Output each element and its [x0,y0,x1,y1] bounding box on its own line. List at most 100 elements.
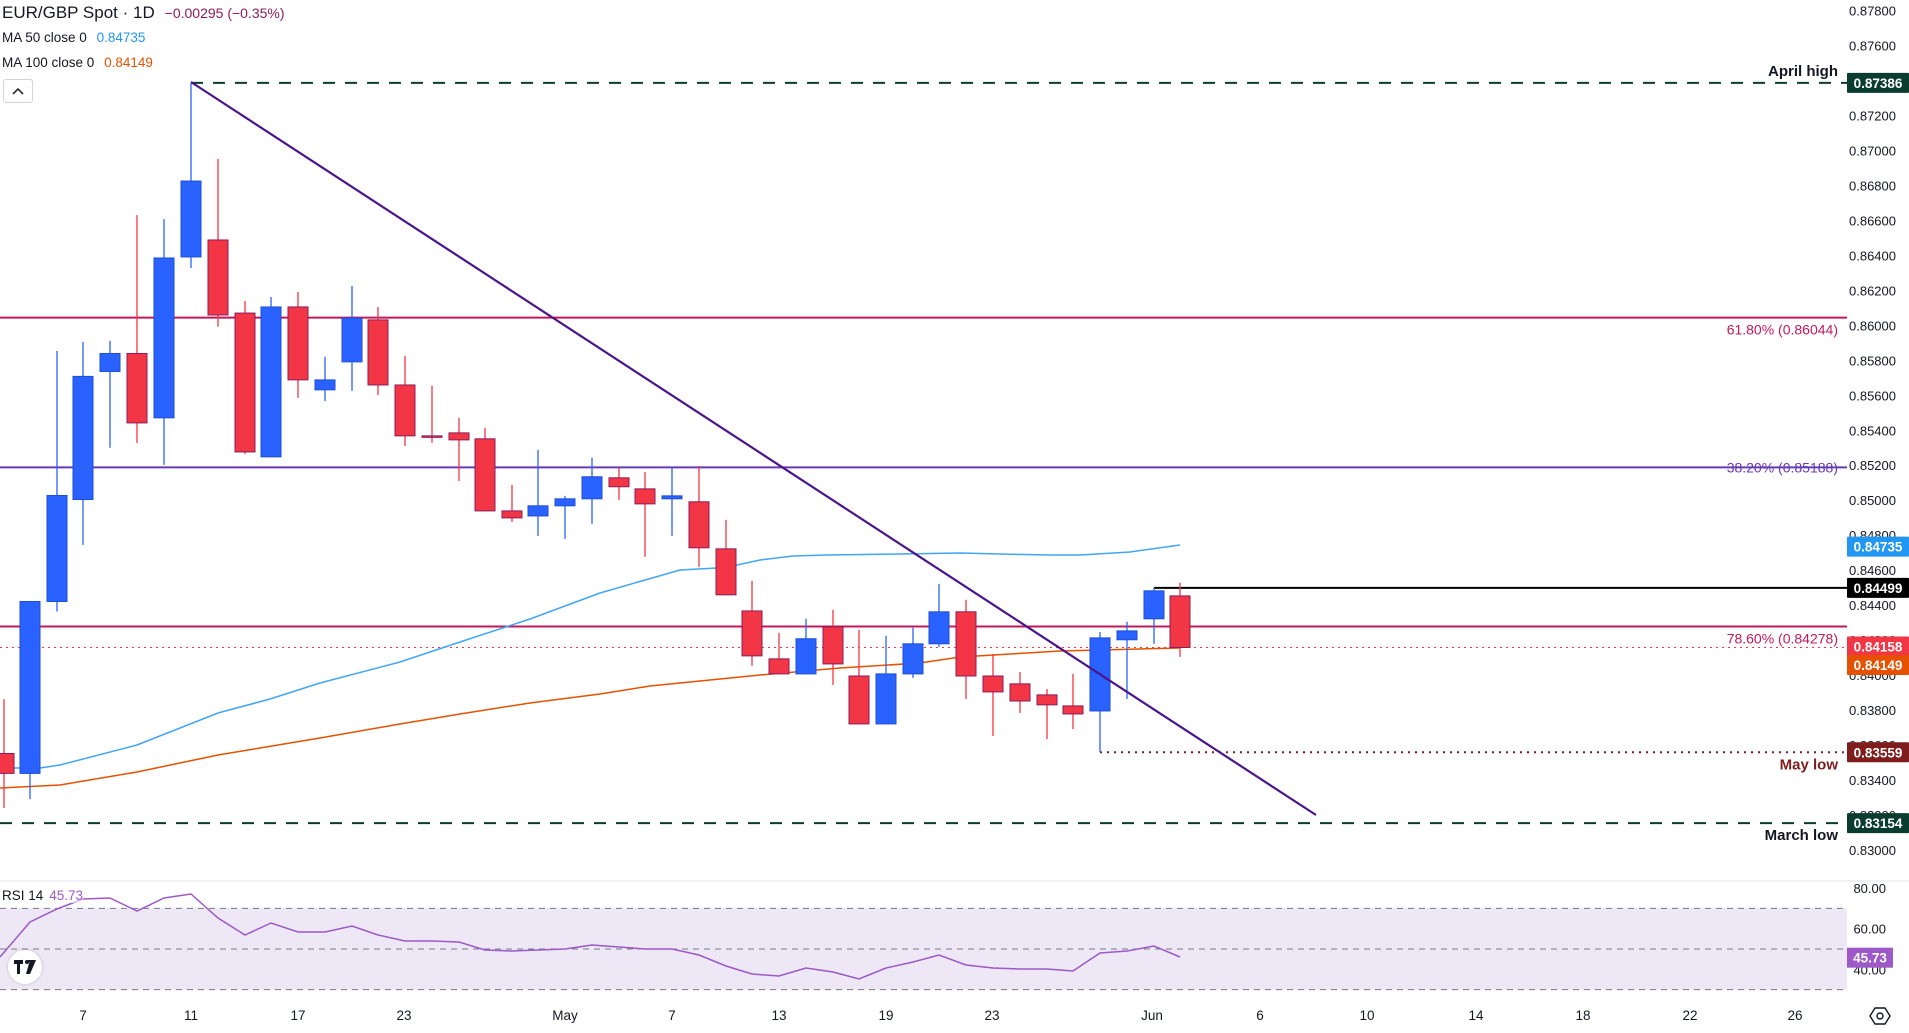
candle-body [955,611,977,677]
time-axis-tick: 10 [1359,1008,1374,1023]
fib-382-label: 38.20% (0.85188) [1727,459,1838,475]
price-axis-tick: 0.84400 [1849,598,1896,613]
bullish-candle[interactable] [554,495,576,539]
price-tag [1847,72,1909,93]
bearish-candle[interactable] [1062,673,1084,729]
bullish-candle[interactable] [661,466,683,536]
price-tag-label: 0.83154 [1854,816,1903,831]
rsi-band [0,908,1847,990]
bullish-candle[interactable] [19,600,41,800]
price-tag [1847,577,1909,598]
ma50-line [0,544,1181,769]
price-tag [1847,636,1909,657]
march-low-label: March low [1765,827,1839,844]
bearish-candle[interactable] [287,291,309,398]
bearish-candle[interactable] [608,467,630,500]
bullish-candle[interactable] [1143,587,1165,644]
bearish-candle[interactable] [234,301,256,454]
rsi-value: 45.73 [49,888,84,903]
bullish-candle[interactable] [902,627,924,678]
candle-body [474,438,496,512]
rsi-axis-tick: 60.00 [1853,922,1886,937]
bearish-candle[interactable] [126,215,148,443]
price-axis-tick: 0.87200 [1849,108,1896,123]
bearish-candle[interactable] [501,484,523,522]
rsi-label: RSI 14 [2,888,44,903]
bearish-candle[interactable] [822,609,844,685]
bearish-candle[interactable] [848,629,870,725]
bullish-candle[interactable] [341,285,363,391]
candle-body [608,477,630,488]
bearish-candle[interactable] [634,471,656,557]
price-axis-tick: 0.86000 [1849,318,1896,333]
candle-body [1143,590,1165,620]
downtrend-line[interactable] [190,81,1317,816]
ma50-legend[interactable]: MA 50 close 0 0.84735 [2,25,285,50]
candle-body [1009,683,1031,702]
price-axis-tick: 0.87800 [1849,4,1896,19]
bullish-candle[interactable] [928,583,950,647]
price-axis-tick: 0.87600 [1849,38,1896,53]
bearish-candle[interactable] [1169,582,1191,657]
ma100-legend[interactable]: MA 100 close 0 0.84149 [2,50,285,75]
april-high-label: April high [1768,63,1838,80]
time-axis-tick: 23 [984,1008,999,1023]
bullish-candle[interactable] [527,449,549,536]
rsi-legend[interactable]: RSI 14 45.73 [2,888,84,903]
bearish-candle[interactable] [448,417,470,481]
time-axis-tick: 7 [79,1008,87,1023]
candle-body [768,658,790,675]
bearish-candle[interactable] [715,519,737,596]
bullish-candle[interactable] [260,296,282,458]
time-axis-tick: 6 [1256,1008,1264,1023]
fib-786-label: 78.60% (0.84278) [1727,630,1838,646]
bearish-candle[interactable] [1009,671,1031,713]
bearish-candle[interactable] [474,427,496,512]
price-axis-tick: 0.86200 [1849,283,1896,298]
candle-body [46,494,68,602]
bearish-candle[interactable] [1036,688,1058,739]
time-axis-tick: Jun [1141,1008,1163,1023]
bullish-candle[interactable] [153,219,175,465]
bullish-candle[interactable] [1089,631,1111,753]
bullish-candle[interactable] [99,340,121,448]
symbol-title[interactable]: EUR/GBP Spot · 1D [2,3,155,22]
candle-body [554,498,576,507]
candle-body [126,352,148,424]
bearish-candle[interactable] [394,355,416,447]
bearish-candle[interactable] [207,158,229,327]
rsi-line [0,893,1181,980]
bearish-candle[interactable] [421,385,443,443]
bullish-candle[interactable] [1116,621,1138,699]
bearish-candle[interactable] [367,306,389,395]
tradingview-logo-icon[interactable] [8,950,42,984]
bearish-candle[interactable] [688,465,710,567]
chart-settings-gear-icon[interactable] [1868,1004,1892,1028]
bullish-candle[interactable] [581,457,603,524]
time-axis-tick: 11 [184,1008,198,1023]
bullish-candle[interactable] [46,351,68,612]
ma100-label: MA 100 close 0 [2,55,95,70]
bullish-candle[interactable] [180,82,202,268]
rsi-value-tag [1847,947,1893,968]
collapse-legend-button[interactable] [3,79,33,103]
candle-body [1169,595,1191,648]
candle-body [1116,630,1138,641]
bullish-candle[interactable] [875,635,897,725]
price-axis-tick: 0.85400 [1849,423,1896,438]
candle-body [795,638,817,675]
time-axis-tick: May [552,1008,578,1023]
bullish-candle[interactable] [314,356,336,402]
bearish-candle[interactable] [955,599,977,699]
time-axis-tick: 14 [1468,1008,1484,1023]
bearish-candle[interactable] [768,632,790,675]
candle-body [822,626,844,665]
candle-body [0,752,15,774]
bullish-candle[interactable] [795,618,817,675]
bearish-candle[interactable] [0,699,15,809]
bullish-candle[interactable] [72,341,94,545]
bearish-candle[interactable] [982,653,1004,736]
bearish-candle[interactable] [741,580,763,666]
candle-body [501,510,523,519]
